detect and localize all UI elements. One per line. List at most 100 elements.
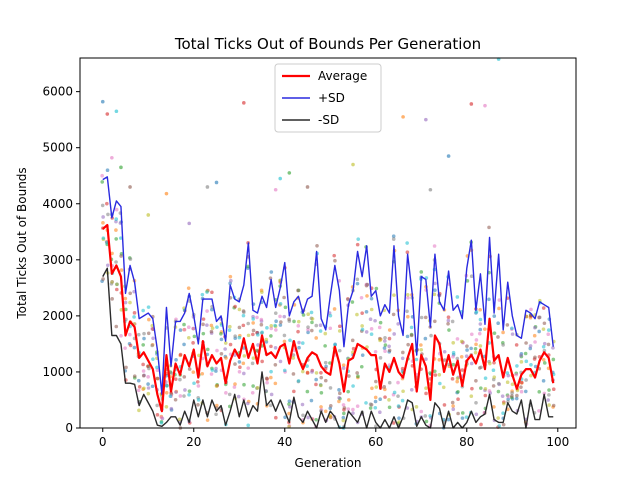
scatter-point xyxy=(274,319,278,324)
scatter-point xyxy=(400,356,405,361)
scatter-point xyxy=(455,295,460,299)
scatter-point xyxy=(346,389,350,394)
scatter-point xyxy=(496,321,500,326)
scatter-point xyxy=(355,312,359,317)
scatter-point xyxy=(314,417,318,422)
scatter-point xyxy=(296,319,301,324)
scatter-point xyxy=(105,112,110,116)
scatter-point xyxy=(123,300,128,305)
scatter-point xyxy=(241,323,246,328)
scatter-point xyxy=(479,422,483,427)
scatter-point xyxy=(242,310,246,315)
scatter-point xyxy=(369,332,374,337)
scatter-point xyxy=(278,314,282,319)
scatter-point xyxy=(296,324,301,328)
scatter-point xyxy=(328,403,333,408)
scatter-point xyxy=(119,268,124,272)
scatter-point xyxy=(269,344,273,349)
scatter-point xyxy=(279,320,283,324)
scatter-point xyxy=(147,317,151,322)
scatter-point xyxy=(450,400,455,405)
scatter-point xyxy=(233,334,237,338)
scatter-point xyxy=(419,347,424,352)
scatter-point xyxy=(369,296,374,301)
scatter-point xyxy=(378,410,382,415)
scatter-point xyxy=(128,291,132,296)
scatter-point xyxy=(541,327,546,331)
scatter-point xyxy=(424,391,428,396)
scatter-point xyxy=(297,340,301,345)
scatter-point xyxy=(205,347,210,352)
scatter-point xyxy=(256,333,260,337)
legend-plus-sd-label: +SD xyxy=(318,91,345,105)
scatter-point xyxy=(487,389,492,393)
scatter-point xyxy=(501,422,506,427)
scatter-point xyxy=(296,329,300,334)
scatter-point xyxy=(455,379,459,384)
scatter-point xyxy=(377,325,382,330)
scatter-point xyxy=(437,358,442,362)
scatter-point xyxy=(401,389,405,394)
scatter-point xyxy=(118,236,123,240)
scatter-point xyxy=(368,402,373,406)
scatter-point xyxy=(414,405,419,409)
scatter-point xyxy=(278,176,283,181)
scatter-point xyxy=(241,361,246,366)
scatter-point xyxy=(405,241,409,245)
scatter-point xyxy=(442,358,447,362)
scatter-point xyxy=(242,371,246,376)
scatter-point xyxy=(319,405,323,409)
scatter-point xyxy=(451,354,455,359)
scatter-point xyxy=(368,406,373,410)
scatter-point xyxy=(442,403,447,407)
scatter-point xyxy=(186,286,191,290)
scatter-point xyxy=(459,354,464,359)
scatter-point xyxy=(447,328,451,332)
scatter-point xyxy=(242,101,246,105)
scatter-point xyxy=(496,381,501,386)
scatter-point xyxy=(273,311,278,315)
scatter-point xyxy=(492,405,496,409)
scatter-point xyxy=(478,322,483,326)
x-tick-label: 20 xyxy=(186,435,201,449)
scatter-point xyxy=(374,424,378,428)
scatter-point xyxy=(155,376,160,381)
scatter-point xyxy=(355,371,359,375)
scatter-point xyxy=(369,307,374,312)
scatter-point xyxy=(387,405,392,410)
scatter-point xyxy=(209,323,214,328)
scatter-point xyxy=(510,394,514,398)
scatter-point xyxy=(460,416,465,420)
scatter-point xyxy=(310,320,314,325)
scatter-point xyxy=(296,288,300,293)
scatter-point xyxy=(155,413,160,417)
scatter-point xyxy=(182,322,186,327)
scatter-point xyxy=(310,317,315,321)
scatter-point xyxy=(473,350,478,355)
scatter-point xyxy=(306,325,310,329)
scatter-point xyxy=(132,311,137,315)
scatter-point xyxy=(383,339,387,343)
scatter-point xyxy=(491,368,496,373)
scatter-point xyxy=(506,397,510,401)
x-axis-ticks: 0 20 40 60 80 100 xyxy=(99,428,569,449)
scatter-point xyxy=(383,343,388,347)
scatter-point xyxy=(274,415,278,420)
scatter-point xyxy=(173,397,178,402)
y-tick-label: 5000 xyxy=(42,141,73,155)
scatter-point xyxy=(178,328,183,332)
scatter-point xyxy=(446,318,451,323)
scatter-point xyxy=(251,321,255,325)
scatter-point xyxy=(287,402,291,406)
scatter-point xyxy=(142,336,146,341)
scatter-point xyxy=(237,307,242,312)
scatter-point xyxy=(182,375,187,379)
scatter-point xyxy=(278,359,283,364)
scatter-point xyxy=(273,363,278,367)
scatter-point xyxy=(469,332,474,337)
scatter-point xyxy=(533,355,537,360)
scatter-point xyxy=(373,399,378,404)
scatter-point xyxy=(337,395,341,400)
scatter-point xyxy=(469,361,474,366)
scatter-point xyxy=(523,351,528,356)
